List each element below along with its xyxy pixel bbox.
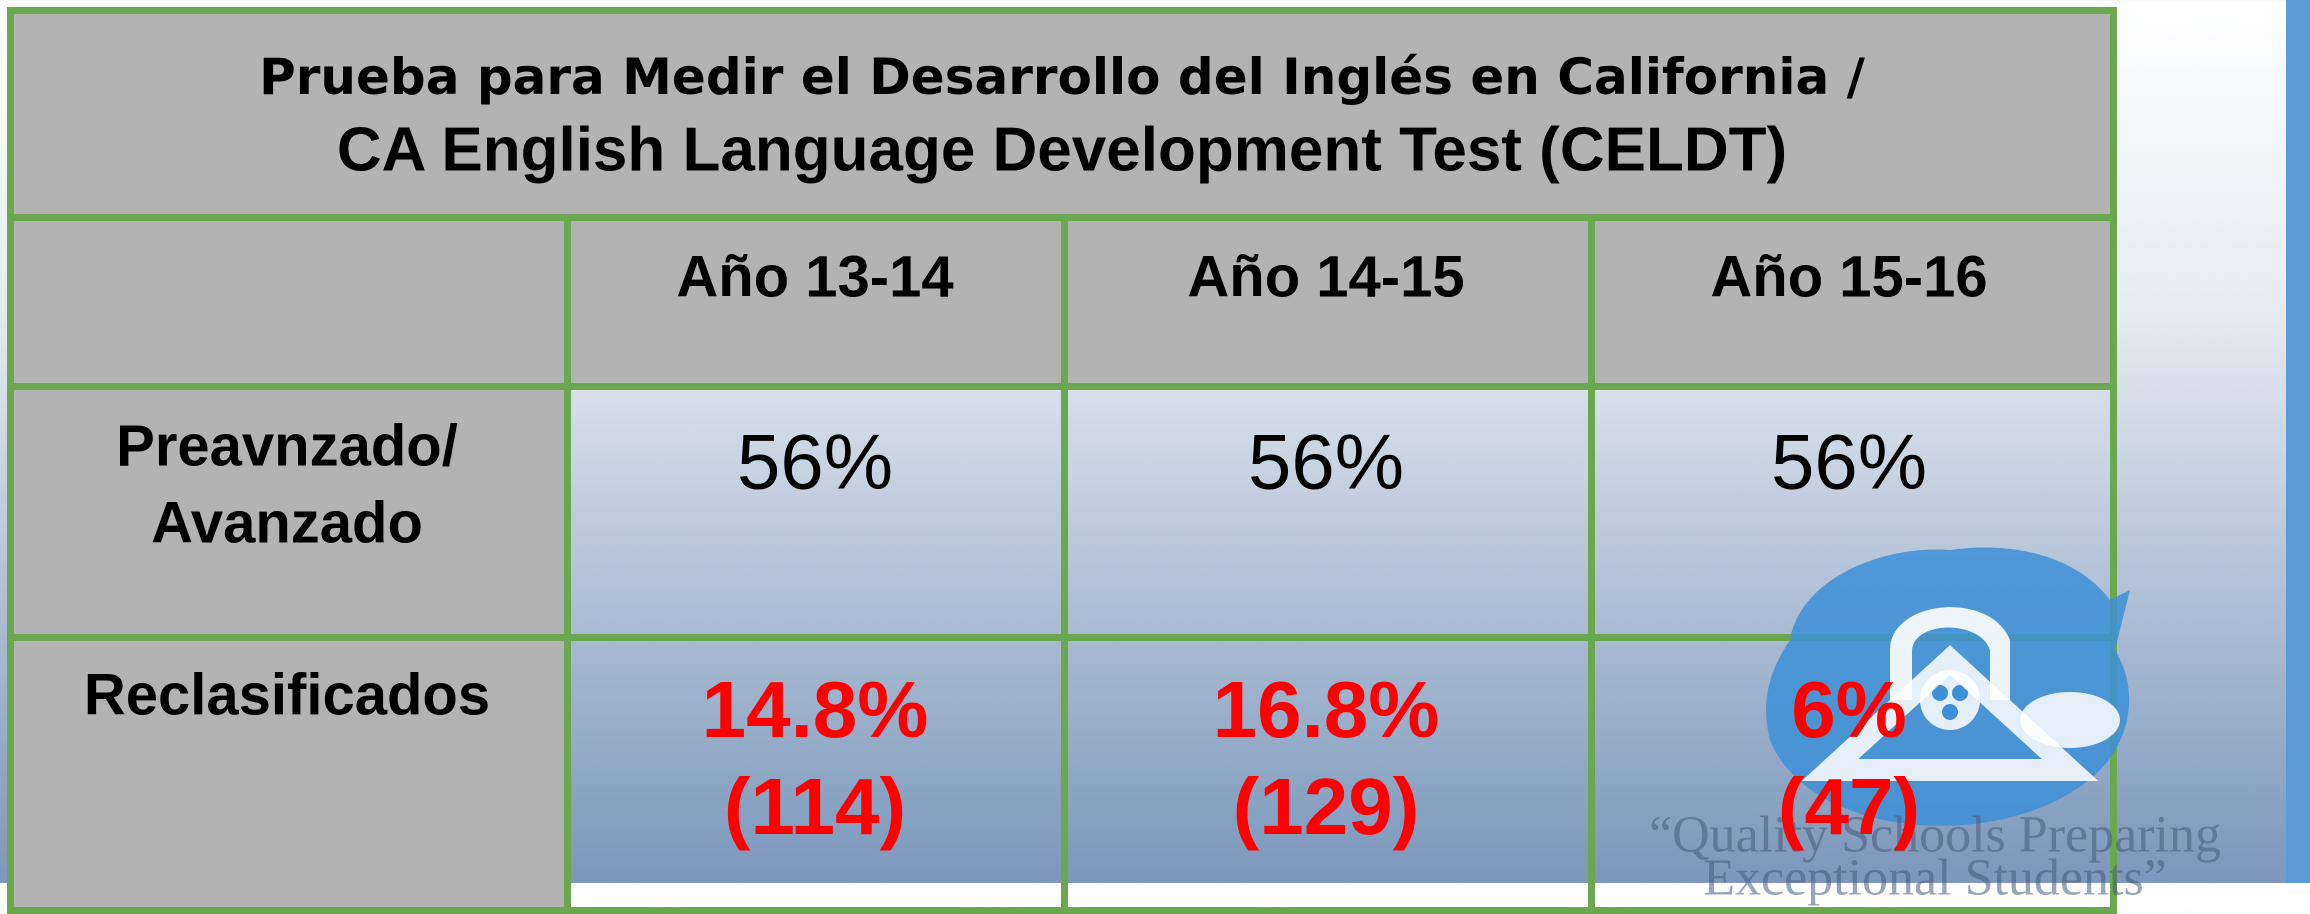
watermark: Exceptional Students” xyxy=(1703,849,2167,907)
column-header-cell xyxy=(564,214,1068,390)
cell-value: 14.8% xyxy=(701,665,929,754)
row-label: Reclasificados xyxy=(83,662,491,728)
cell-value: (114) xyxy=(723,762,907,851)
cell-value: (47) xyxy=(1777,762,1921,851)
title-line: Prueba para Medir el Desarrollo del Ingl… xyxy=(259,48,1865,106)
row-label: Avanzado xyxy=(151,490,423,556)
row-label-cell xyxy=(7,383,571,641)
cell-value: 16.8% xyxy=(1212,665,1440,754)
column-header: Año 14-15 xyxy=(1187,244,1465,310)
title-line: CA English Language Development Test (CE… xyxy=(336,115,1788,185)
cell-value: 56% xyxy=(1247,417,1405,506)
cell-value: 56% xyxy=(1770,417,1928,506)
slide-edge xyxy=(2286,0,2310,883)
cell-value: (129) xyxy=(1232,762,1420,851)
cell-value: 6% xyxy=(1791,665,1907,754)
cell-value: 56% xyxy=(736,417,894,506)
header-cell xyxy=(7,7,2117,221)
logo xyxy=(1766,547,2130,826)
column-header: Año 13-14 xyxy=(676,244,954,310)
column-header-cell xyxy=(1061,214,1595,390)
watermark: “Quality Schools Preparing xyxy=(1649,806,2221,864)
row-label: Preavnzado/ xyxy=(116,413,458,479)
column-header: Año 15-16 xyxy=(1710,244,1988,310)
